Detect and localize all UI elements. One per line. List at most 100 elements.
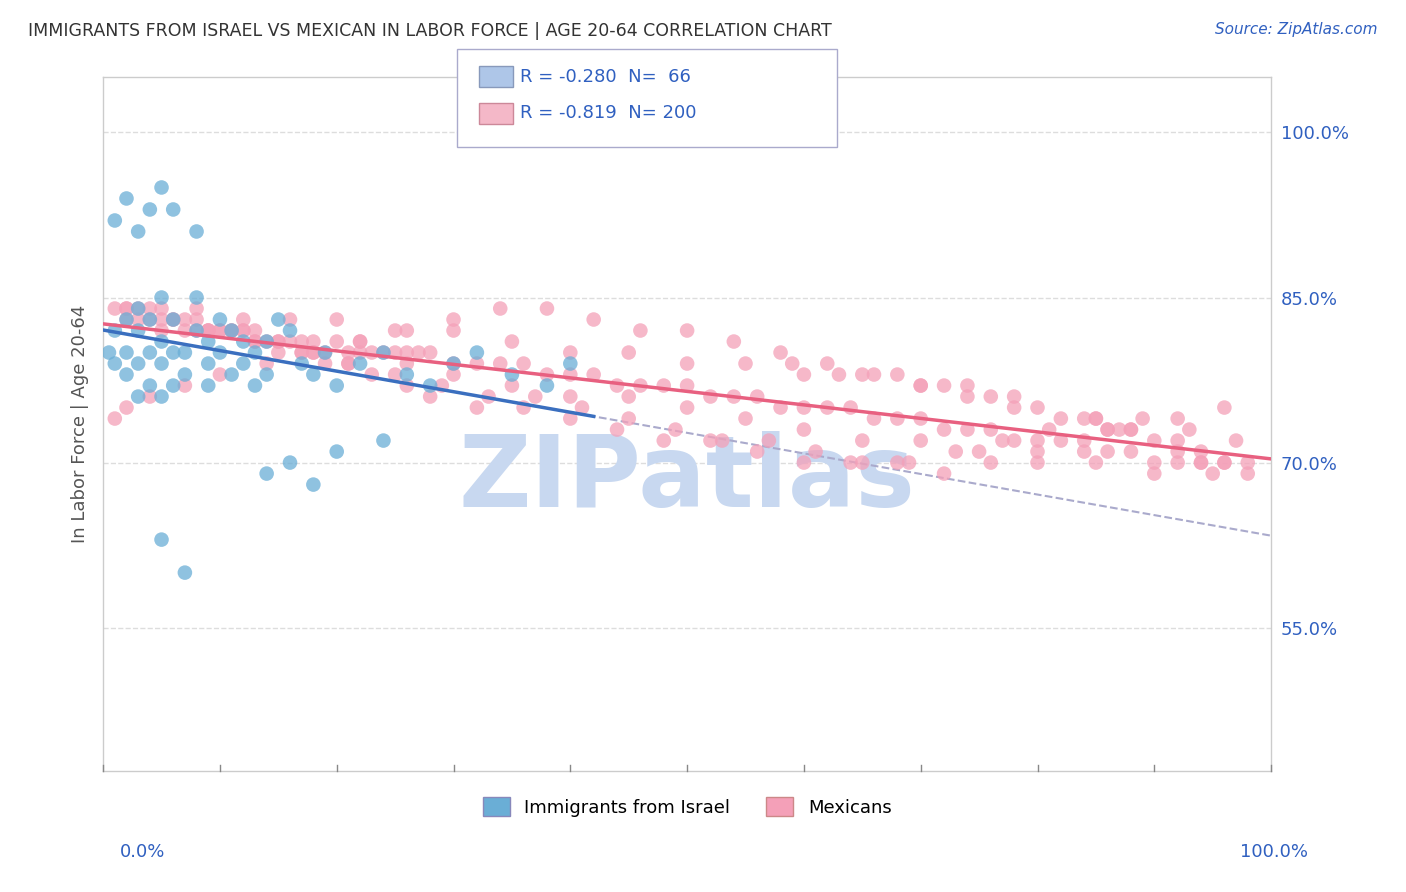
Point — [980, 423, 1002, 437]
Point — [150, 291, 173, 305]
Point — [1073, 444, 1095, 458]
Point — [150, 334, 173, 349]
Point — [1143, 467, 1166, 481]
Point — [676, 401, 699, 415]
Point — [628, 378, 651, 392]
Point — [384, 345, 406, 359]
Point — [839, 401, 862, 415]
Point — [419, 378, 441, 392]
Point — [1026, 444, 1049, 458]
Point — [863, 411, 886, 425]
Point — [395, 357, 418, 371]
Point — [360, 368, 382, 382]
Point — [628, 324, 651, 338]
Point — [150, 324, 173, 338]
Point — [723, 334, 745, 349]
Point — [863, 368, 886, 382]
Point — [197, 324, 219, 338]
Point — [243, 345, 266, 359]
Point — [560, 345, 582, 359]
Point — [1084, 411, 1107, 425]
Point — [443, 368, 465, 382]
Point — [337, 357, 360, 371]
Point — [243, 334, 266, 349]
Text: R = -0.280  N=  66: R = -0.280 N= 66 — [520, 68, 692, 86]
Point — [617, 390, 640, 404]
Text: ZIPatlas: ZIPatlas — [458, 431, 915, 528]
Point — [945, 444, 967, 458]
Point — [501, 378, 523, 392]
Point — [443, 357, 465, 371]
Point — [408, 345, 430, 359]
Point — [465, 401, 488, 415]
Point — [243, 324, 266, 338]
Point — [758, 434, 780, 448]
Point — [1119, 423, 1142, 437]
Point — [208, 324, 231, 338]
Point — [98, 345, 121, 359]
Point — [186, 324, 208, 338]
Text: IMMIGRANTS FROM ISRAEL VS MEXICAN IN LABOR FORCE | AGE 20-64 CORRELATION CHART: IMMIGRANTS FROM ISRAEL VS MEXICAN IN LAB… — [28, 22, 832, 40]
Point — [173, 312, 195, 326]
Point — [1178, 423, 1201, 437]
Point — [278, 334, 301, 349]
Point — [1189, 444, 1212, 458]
Point — [536, 378, 558, 392]
Point — [150, 312, 173, 326]
Point — [197, 378, 219, 392]
Point — [232, 334, 254, 349]
Point — [150, 533, 173, 547]
Point — [173, 566, 195, 580]
Point — [162, 312, 184, 326]
Point — [1038, 423, 1060, 437]
Point — [127, 312, 149, 326]
Point — [1213, 456, 1236, 470]
Point — [1225, 434, 1247, 448]
Point — [139, 312, 162, 326]
Point — [956, 378, 979, 392]
Point — [560, 390, 582, 404]
Point — [617, 345, 640, 359]
Point — [162, 312, 184, 326]
Point — [127, 301, 149, 316]
Point — [769, 401, 792, 415]
Point — [115, 192, 138, 206]
Point — [127, 225, 149, 239]
Point — [910, 378, 932, 392]
Point — [186, 301, 208, 316]
Point — [349, 357, 371, 371]
Point — [1213, 401, 1236, 415]
Point — [197, 324, 219, 338]
Point — [173, 378, 195, 392]
Point — [699, 390, 721, 404]
Point — [419, 345, 441, 359]
Point — [582, 368, 605, 382]
Point — [606, 378, 628, 392]
Point — [582, 312, 605, 326]
Point — [815, 401, 838, 415]
Point — [617, 411, 640, 425]
Point — [256, 357, 278, 371]
Point — [1073, 434, 1095, 448]
Point — [804, 444, 827, 458]
Point — [302, 334, 325, 349]
Point — [1202, 467, 1225, 481]
Point — [104, 301, 127, 316]
Point — [932, 378, 955, 392]
Point — [208, 312, 231, 326]
Point — [1108, 423, 1130, 437]
Point — [302, 345, 325, 359]
Point — [664, 423, 686, 437]
Y-axis label: In Labor Force | Age 20-64: In Labor Force | Age 20-64 — [72, 305, 89, 543]
Point — [173, 324, 195, 338]
Point — [512, 401, 534, 415]
Point — [395, 345, 418, 359]
Point — [793, 401, 815, 415]
Point — [1167, 411, 1189, 425]
Point — [676, 378, 699, 392]
Point — [162, 312, 184, 326]
Point — [325, 444, 347, 458]
Point — [150, 301, 173, 316]
Point — [1097, 444, 1119, 458]
Point — [1143, 456, 1166, 470]
